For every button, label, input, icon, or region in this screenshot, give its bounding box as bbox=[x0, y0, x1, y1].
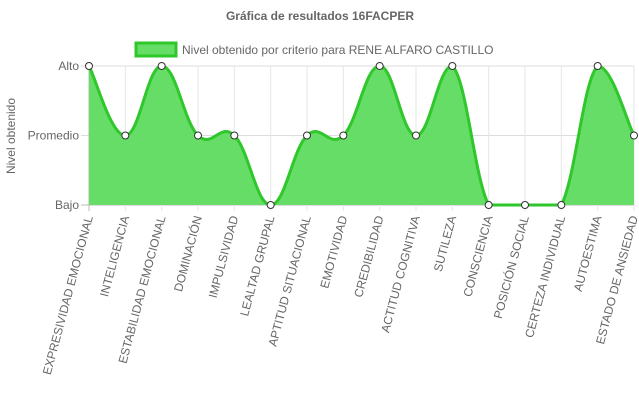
data-point[interactable] bbox=[157, 62, 166, 70]
y-tick-label: Alto bbox=[58, 59, 79, 73]
data-point[interactable] bbox=[412, 131, 420, 140]
data-point[interactable] bbox=[557, 201, 566, 209]
data-point[interactable] bbox=[230, 131, 239, 140]
x-tick-label: CERTEZA INDIVIDUAL bbox=[522, 214, 568, 339]
legend-swatch[interactable] bbox=[134, 41, 178, 58]
y-axis-ticks: Bajo Promedio Alto bbox=[28, 59, 80, 212]
legend-label[interactable]: Nivel obtenido por criterio para RENE AL… bbox=[182, 43, 493, 57]
x-axis-ticks: EXPRESIVIDAD EMOCIONAL INTELIGENCIAESTABI… bbox=[40, 214, 639, 377]
data-point[interactable] bbox=[339, 131, 348, 140]
x-tick-label: EMOTIVIDAD bbox=[317, 214, 350, 290]
data-point[interactable] bbox=[593, 62, 602, 70]
data-point[interactable] bbox=[448, 62, 457, 70]
data-point[interactable] bbox=[303, 131, 311, 140]
x-tick-label: SUTILEZA bbox=[431, 214, 459, 273]
y-tick-label: Bajo bbox=[55, 198, 79, 212]
x-tick-label: EXPRESIVIDAD EMOCIONAL bbox=[40, 214, 96, 376]
x-tick-label: POSICIÓN SOCIAL bbox=[490, 214, 532, 321]
series-line bbox=[87, 64, 636, 207]
x-tick-label: DOMINACIÓN bbox=[170, 214, 205, 293]
series-area-fill bbox=[89, 66, 634, 205]
x-tick-label: CREDIBILIDAD bbox=[351, 214, 386, 299]
series-area bbox=[87, 64, 636, 207]
data-point[interactable] bbox=[121, 131, 130, 140]
x-tick-label: INTELIGENCIA bbox=[97, 214, 132, 298]
data-point[interactable] bbox=[484, 201, 493, 209]
data-point[interactable] bbox=[630, 131, 638, 140]
data-point[interactable] bbox=[375, 62, 384, 70]
x-tick-label: CONSCIENCIA bbox=[460, 214, 495, 298]
data-point[interactable] bbox=[85, 62, 93, 70]
x-tick-label: AUTOESTIMA bbox=[571, 214, 605, 293]
x-tick-label: IMPULSIVIDAD bbox=[206, 214, 242, 300]
chart-title: Gráfica de resultados 16FACPER bbox=[226, 9, 414, 23]
data-point[interactable] bbox=[521, 201, 529, 209]
x-tick-label: ACTITUD COGNITIVA bbox=[378, 214, 423, 334]
data-point[interactable] bbox=[266, 201, 275, 209]
data-point[interactable] bbox=[194, 131, 202, 140]
y-tick-label: Promedio bbox=[28, 129, 80, 143]
data-points[interactable] bbox=[85, 62, 638, 209]
y-axis-title: Nivel obtenido bbox=[4, 98, 18, 174]
x-tick-label: LEALTAD GRUPAL bbox=[237, 214, 277, 318]
legend[interactable]: Nivel obtenido por criterio para RENE AL… bbox=[134, 41, 493, 58]
